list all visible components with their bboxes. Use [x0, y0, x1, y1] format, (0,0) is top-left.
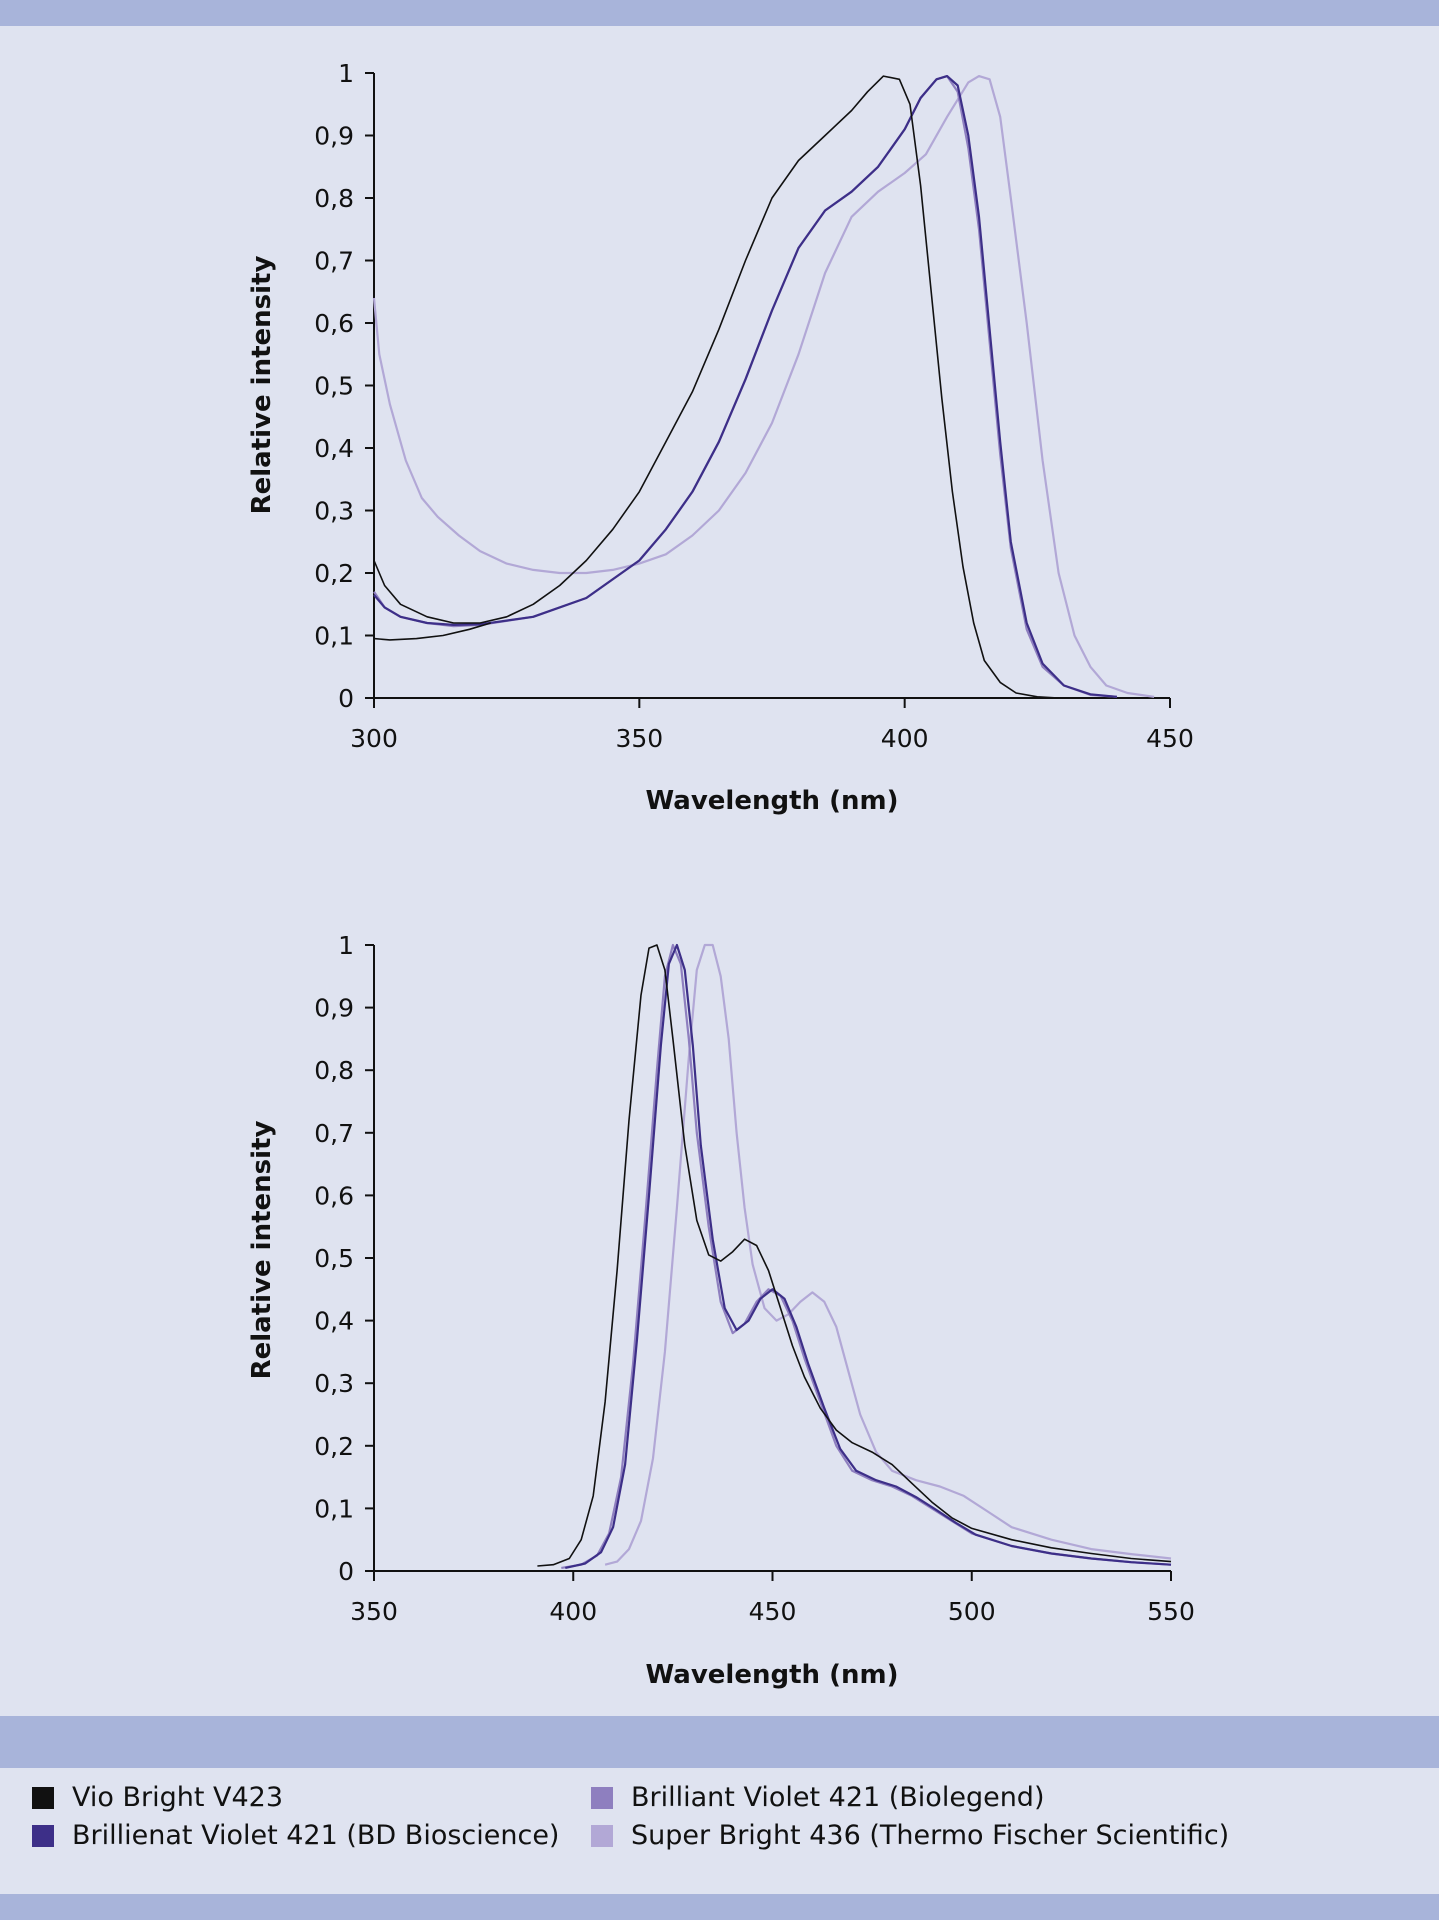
y-axis-title: Relative intensity — [247, 256, 277, 515]
legend: Vio Bright V423 Brillienat Violet 421 (B… — [0, 1770, 1439, 1894]
y-tick-label: 0,4 — [314, 1307, 354, 1336]
y-tick-label: 0,1 — [314, 1494, 354, 1523]
legend-item-super-bright: Super Bright 436 (Thermo Fischer Scienti… — [591, 1820, 1229, 1851]
legend-swatch — [32, 1786, 54, 1809]
series-group — [537, 943, 1172, 1569]
x-axis: 350 400 450 500 550 — [350, 1570, 1195, 1626]
y-tick-label: 0,5 — [314, 372, 354, 401]
y-tick-label: 0 — [338, 684, 354, 713]
series-line-brillienat-violet-421-bd-bioscience — [565, 943, 1172, 1569]
y-tick-label: 0,1 — [314, 622, 354, 651]
x-axis-title: Wavelength (nm) — [646, 1660, 899, 1690]
series-line-brillienat-violet-421-bd-bioscience — [373, 75, 1118, 698]
y-tick-label: 0,9 — [314, 994, 354, 1023]
legend-swatch — [591, 1786, 613, 1809]
y-tick-label: 0 — [338, 1557, 354, 1586]
x-tick-label: 500 — [948, 1597, 996, 1626]
y-tick-label: 0,5 — [314, 1244, 354, 1273]
y-tick-label: 0,9 — [314, 122, 354, 151]
legend-item-vio-bright: Vio Bright V423 — [32, 1782, 283, 1813]
legend-label: Super Bright 436 (Thermo Fischer Scienti… — [631, 1820, 1230, 1851]
legend-label: Brilliant Violet 421 (Biolegend) — [631, 1782, 1045, 1813]
y-tick-label: 0,6 — [314, 1181, 354, 1210]
legend-swatch — [591, 1824, 613, 1847]
y-tick-label: 0,2 — [314, 1432, 354, 1461]
y-tick-label: 0,6 — [314, 309, 354, 338]
y-tick-label: 1 — [338, 59, 354, 88]
x-tick-label: 400 — [549, 1597, 597, 1626]
series-line-brilliant-violet-421-biolegend — [373, 75, 1117, 698]
y-tick-label: 0,2 — [314, 559, 354, 588]
series-line-super-bright-436-thermo-fischer-scientific — [372, 75, 1155, 698]
legend-item-bd-bioscience: Brillienat Violet 421 (BD Bioscience) — [32, 1820, 559, 1851]
x-tick-label: 300 — [350, 724, 398, 753]
series-line-vio-bright-v423 — [537, 944, 1172, 1567]
x-tick-label: 450 — [749, 1597, 797, 1626]
y-tick-label: 1 — [338, 931, 354, 960]
y-tick-label: 0,8 — [314, 184, 354, 213]
y-tick-label: 0,3 — [314, 1369, 354, 1398]
top-band — [0, 0, 1439, 26]
middle-band — [0, 1716, 1439, 1768]
legend-label: Brillienat Violet 421 (BD Bioscience) — [72, 1820, 560, 1851]
y-tick-label: 0,8 — [314, 1056, 354, 1085]
y-axis: 0 0,1 0,2 0,3 0,4 0,5 0,6 0,7 0,8 0,9 1 — [314, 59, 375, 713]
y-axis: 0 0,1 0,2 0,3 0,4 0,5 0,6 0,7 0,8 0,9 1 — [314, 931, 375, 1586]
legend-swatch — [32, 1824, 54, 1847]
series-line-vio-bright-v423 — [373, 75, 1059, 699]
x-axis-title: Wavelength (nm) — [646, 786, 899, 816]
y-tick-label: 0,7 — [314, 247, 354, 276]
legend-item-biolegend: Brilliant Violet 421 (Biolegend) — [591, 1782, 1044, 1813]
y-tick-label: 0,7 — [314, 1119, 354, 1148]
y-axis-title: Relative intensity — [247, 1121, 277, 1380]
x-tick-label: 550 — [1147, 1597, 1195, 1626]
emission-chart: 0 0,1 0,2 0,3 0,4 0,5 0,6 0,7 0,8 0,9 1 350 400 450 5… — [247, 931, 1195, 1690]
x-tick-label: 350 — [350, 1597, 398, 1626]
y-tick-label: 0,4 — [314, 434, 354, 463]
series-line-super-bright-436-thermo-fischer-scientific — [604, 943, 1172, 1566]
x-tick-label: 400 — [881, 724, 929, 753]
bottom-band — [0, 1894, 1439, 1920]
series-line-vio-bright-v423-lower-trace — [373, 622, 491, 641]
y-tick-label: 0,3 — [314, 497, 354, 526]
x-tick-label: 350 — [615, 724, 663, 753]
series-group — [372, 75, 1155, 699]
x-tick-label: 450 — [1146, 724, 1194, 753]
legend-label: Vio Bright V423 — [72, 1782, 284, 1813]
excitation-chart: 0 0,1 0,2 0,3 0,4 0,5 0,6 0,7 0,8 0,9 1 300 350 400 4… — [247, 59, 1194, 816]
x-axis: 300 350 400 450 — [350, 697, 1194, 753]
